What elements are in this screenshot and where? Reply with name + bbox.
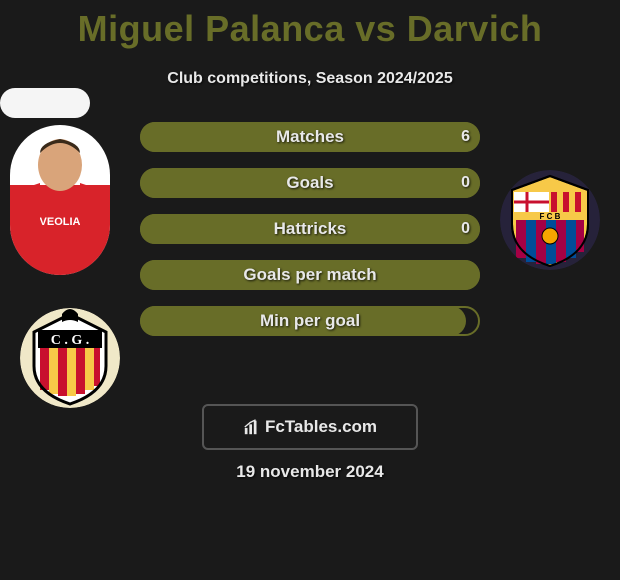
date-text: 19 november 2024 [0,462,620,482]
club-right-svg: F C B [500,170,600,270]
chart-icon [243,418,261,436]
player-right-placeholder [0,88,90,118]
bar-right-value: 0 [461,214,470,244]
brand-box: FcTables.com [202,404,418,450]
bar-label: Goals [140,168,480,198]
svg-text:C . G .: C . G . [51,333,90,348]
club-left-badge: C . G . [20,308,120,408]
club-right-badge: F C B [500,170,600,270]
bar-label: Goals per match [140,260,480,290]
bar-label: Matches [140,122,480,152]
stat-bar-row: Goals0 [140,168,480,198]
stat-bar-row: Goals per match [140,260,480,290]
stat-bars: Matches6Goals0Hattricks0Goals per matchM… [140,122,480,352]
stat-bar-row: Hattricks0 [140,214,480,244]
page-title: Miguel Palanca vs Darvich [0,0,620,50]
player-left-photo: VEOLIA [10,125,110,275]
svg-text:VEOLIA: VEOLIA [40,216,81,228]
svg-text:F C B: F C B [540,212,561,221]
bar-right-value: 0 [461,168,470,198]
stat-bar-row: Min per goal [140,306,480,336]
bar-label: Min per goal [140,306,480,336]
bar-right-value: 6 [461,122,470,152]
brand-text: FcTables.com [265,417,377,437]
stat-bar-row: Matches6 [140,122,480,152]
player-left-svg: VEOLIA [10,125,110,275]
bar-label: Hattricks [140,214,480,244]
subtitle: Club competitions, Season 2024/2025 [0,70,620,88]
club-left-svg: C . G . [20,308,120,408]
